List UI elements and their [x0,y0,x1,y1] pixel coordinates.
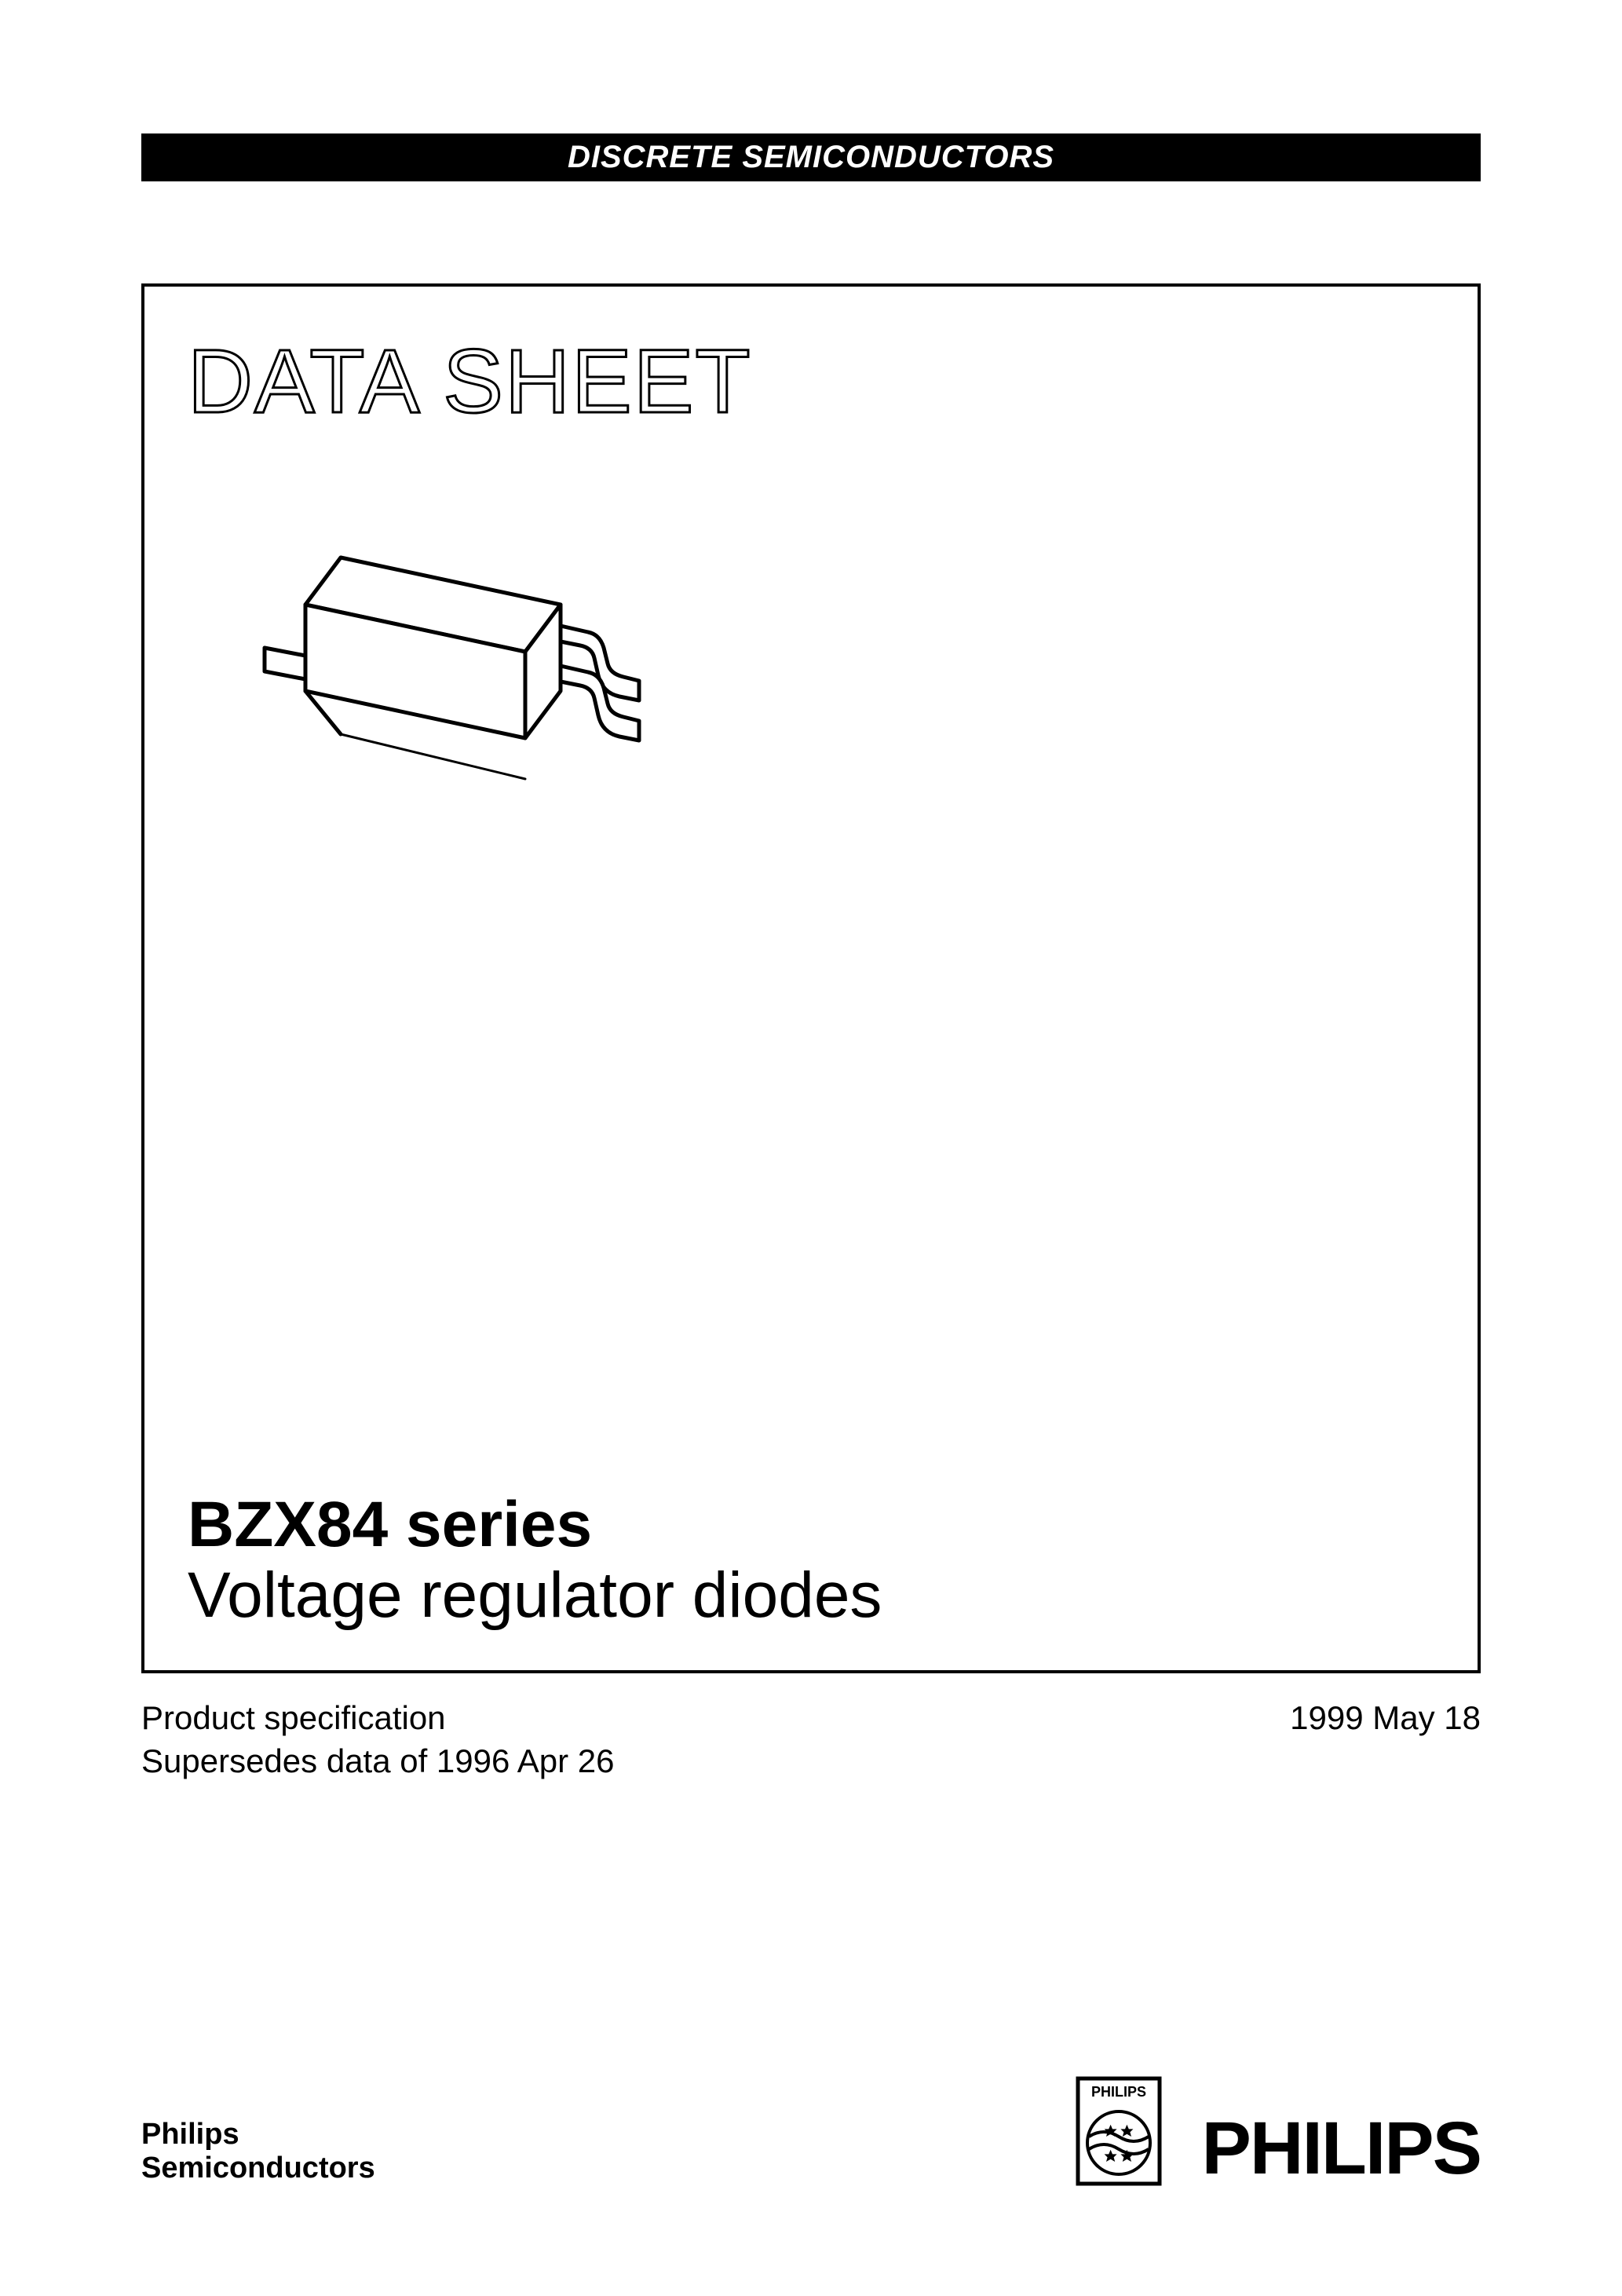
philips-shield-icon: PHILIPS [1076,2076,1162,2186]
company-line2: Semiconductors [141,2152,375,2186]
date-label: 1999 May 18 [1290,1697,1481,1740]
category-header: DISCRETE SEMICONDUCTORS [141,133,1481,181]
category-text: DISCRETE SEMICONDUCTORS [568,140,1054,174]
footer-right: PHILIPS PHILIPS [1076,2076,1481,2186]
philips-wordmark: PHILIPS [1201,2111,1481,2186]
meta-left: Product specification Supersedes data of… [141,1697,614,1782]
svg-text:DATA SHEET: DATA SHEET [188,338,752,432]
package-drawing [250,526,1434,860]
meta-row: Product specification Supersedes data of… [141,1697,1481,1782]
product-series: BZX84 series [188,1490,882,1560]
footer-company: Philips Semiconductors [141,2118,375,2186]
svg-text:PHILIPS: PHILIPS [1091,2084,1146,2100]
datasheet-box: DATA SHEET [141,283,1481,1673]
company-line1: Philips [141,2118,375,2152]
product-subtitle: Voltage regulator diodes [188,1560,882,1631]
datasheet-title: DATA SHEET [188,338,1434,432]
product-title-block: BZX84 series Voltage regulator diodes [188,1490,882,1631]
spec-label: Product specification [141,1697,614,1740]
meta-right: 1999 May 18 [1290,1697,1481,1740]
supersedes-label: Supersedes data of 1996 Apr 26 [141,1740,614,1783]
footer: Philips Semiconductors PHILIPS PHILIPS [141,2076,1481,2186]
